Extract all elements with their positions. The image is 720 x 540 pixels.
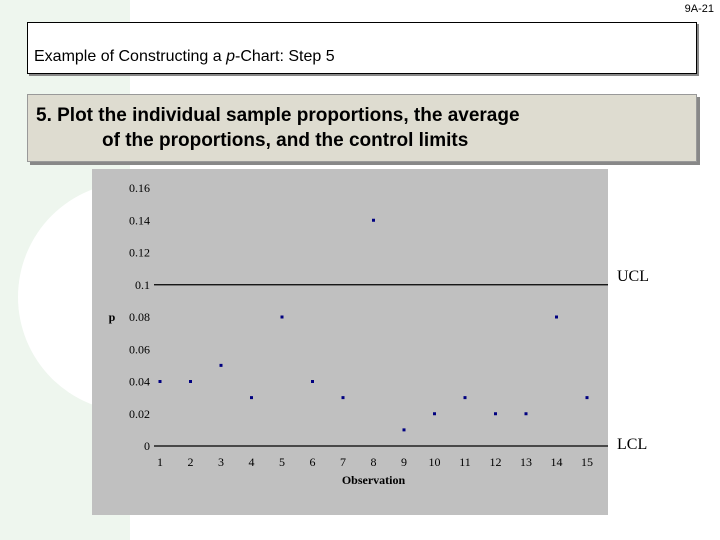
x-tick-label: 15 [581,455,593,469]
y-tick-label: 0.12 [129,246,150,260]
title-box: Example of Constructing a p-Chart: Step … [27,22,697,74]
x-tick-label: 13 [520,455,532,469]
x-tick-label: 7 [340,455,346,469]
y-tick-label: 0.16 [129,181,150,195]
data-point [555,315,558,319]
title-italic: p [226,48,235,65]
p-chart: 00.020.040.060.080.10.120.140.161 2 3 4 5 6 7 8… [92,169,608,515]
y-tick-label: 0.14 [129,213,150,227]
x-tick-label: 5 [279,455,285,469]
y-tick-label: 0 [144,439,150,453]
x-tick-label: 1 [157,455,163,469]
x-tick-label: 12 [490,455,502,469]
bullet-line-2: of the proportions, and the control limi… [102,130,469,151]
title-prefix: Example of Constructing a [34,48,227,65]
data-point [250,396,253,400]
y-tick-label: 0.04 [129,375,150,389]
bullet-line-1: 5. Plot the individual sample proportion… [36,105,520,126]
x-tick-label: 8 [371,455,377,469]
slide-number: 9A-21 [684,3,714,15]
bullet-box: 5. Plot the individual sample proportion… [27,94,697,162]
slide-title: Example of Constructing a p-Chart: Step … [34,48,335,66]
data-point [463,396,467,400]
x-tick-label: 4 [249,455,255,469]
bullet-text: 5. Plot the individual sample proportion… [36,103,520,153]
data-point [402,428,406,432]
y-tick-label: 0.08 [129,310,150,324]
x-tick-label: 9 [401,455,407,469]
plot-background [92,169,608,515]
data-point [311,380,314,383]
data-point [158,380,162,383]
x-tick-label: 10 [429,455,441,469]
x-tick-label: 2 [188,455,194,469]
data-point [219,363,223,367]
y-axis-label: p [109,310,116,324]
data-point [189,380,192,383]
ucl-label: UCL [616,267,650,286]
data-point [372,218,375,222]
title-suffix: -Chart: Step 5 [235,48,335,65]
data-point [494,412,497,416]
y-tick-label: 0.1 [135,278,150,292]
x-tick-label: 11 [459,455,471,469]
y-tick-label: 0.06 [129,342,150,356]
data-point [341,396,345,400]
lcl-label: LCL [616,436,649,454]
data-point [524,412,528,416]
x-tick-label: 14 [551,455,563,469]
data-point [433,412,436,416]
data-point [585,396,589,400]
y-tick-label: 0.02 [129,407,150,421]
x-tick-label: 6 [310,455,316,469]
data-point [280,315,284,319]
x-tick-label: 3 [218,455,224,469]
x-axis-label: Observation [342,473,406,487]
